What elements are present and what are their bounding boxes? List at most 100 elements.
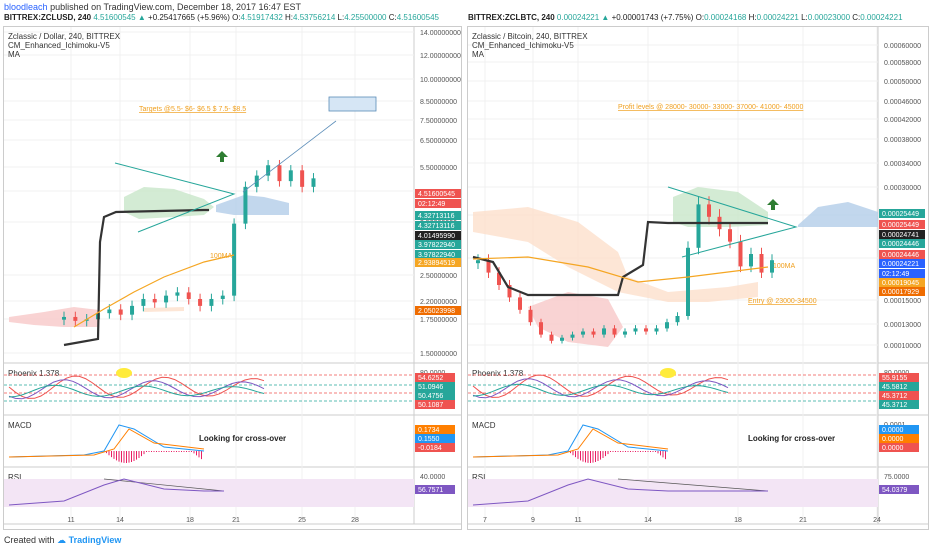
- ma100-label: 100MA: [210, 253, 233, 260]
- tradingview-link[interactable]: TradingView: [68, 535, 122, 545]
- osc1-highlight: [116, 368, 132, 378]
- chart-svg: 14.00000000 12.00000000 10.00000000 8.50000…: [4, 27, 461, 525]
- osc3-title: RSI: [8, 473, 21, 482]
- candle: [644, 325, 648, 335]
- osc1-value: 45.3712: [879, 400, 919, 409]
- chart-panel-zclusd[interactable]: 14.00000000 12.00000000 10.00000000 8.50000…: [3, 26, 462, 530]
- x-tick-label: 28: [351, 517, 359, 524]
- targets-annotation: Profit levels @ 28000- 30000- 33000- 370…: [618, 104, 803, 111]
- osc2-value: 0.1734: [415, 425, 455, 434]
- y-tick-label: 6.50000000: [420, 138, 457, 145]
- candle-body: [300, 170, 305, 187]
- price-label-text: 0.00017929: [882, 289, 919, 296]
- price-label-text: 4.32713116: [418, 223, 455, 230]
- price-label: 4.01495990: [415, 231, 461, 240]
- price-label-text: 4.32713116: [418, 213, 455, 220]
- macd-annotation: Looking for cross-over: [748, 434, 835, 443]
- price-label-bg: [415, 231, 461, 240]
- price-label: 3.97822940: [415, 250, 461, 259]
- candle: [528, 305, 533, 326]
- osc1-value: 54.6252: [415, 373, 455, 382]
- candle-body: [186, 292, 191, 299]
- ticker-symbol: BITTREX:ZCLBTC, 240: [468, 13, 555, 22]
- x-tick-label: 14: [116, 517, 124, 524]
- ichimoku-cloud: [473, 207, 758, 302]
- x-tick-label: 18: [186, 517, 194, 524]
- candle-body: [152, 298, 157, 303]
- osc1-line: [472, 374, 729, 398]
- osc1-value: 45.5812: [879, 382, 919, 391]
- osc2-value-text: -0.0184: [418, 445, 442, 452]
- candle: [738, 234, 743, 273]
- x-tick-label: 9: [531, 517, 535, 524]
- price-label: 0.00024221: [879, 259, 925, 268]
- candle: [665, 318, 669, 332]
- y-tick-label: 10.00000000: [420, 77, 461, 84]
- osc2-value-text: 0.1550: [418, 436, 440, 443]
- price-label-bg: [879, 269, 925, 278]
- price-label: 0.00017929: [879, 287, 925, 296]
- candle-body: [675, 316, 680, 323]
- candle-body: [581, 331, 585, 335]
- candle-body: [770, 260, 774, 273]
- osc1-value-text: 54.6252: [418, 375, 443, 382]
- osc1-value-text: 45.3712: [882, 402, 907, 409]
- osc3-title: RSI: [472, 473, 485, 482]
- osc1-value-bg: [879, 382, 919, 391]
- price-label: 3.97822940: [415, 240, 461, 249]
- candle-body: [73, 316, 78, 321]
- y-tick-label: 7.50000000: [420, 118, 457, 125]
- ticker-change: +0.00001743 (+7.75%): [611, 13, 694, 22]
- chart-panel-zclbtc[interactable]: 0.00060000 0.00058000 0.00050000 0.00046000…: [467, 26, 929, 530]
- osc2-value: 0.0000: [879, 443, 919, 452]
- legend-item: CM_Enhanced_Ichimoku-V5: [8, 41, 110, 50]
- author-link[interactable]: bloodleach: [4, 2, 48, 12]
- candle: [549, 331, 554, 344]
- candle-body: [560, 337, 564, 341]
- candle-body: [612, 328, 617, 335]
- osc1-value: 51.0946: [415, 382, 455, 391]
- osc1-value-bg: [879, 373, 919, 382]
- y-tick-label: 0.00038000: [884, 137, 921, 144]
- x-tick-label: 25: [298, 517, 306, 524]
- osc2-value: 0.1550: [415, 434, 455, 443]
- osc2-value-bg: [879, 443, 919, 452]
- osc2-line: [472, 428, 669, 458]
- y-tick-label: 2.50000000: [420, 273, 457, 280]
- price-label-bg: [879, 209, 925, 218]
- price-label-text: 0.00025449: [882, 211, 919, 218]
- osc1-value-bg: [415, 391, 455, 400]
- breakout-arrow-icon: [767, 199, 779, 210]
- candle-body: [665, 322, 669, 329]
- y-tick-label: 0.00042000: [884, 117, 921, 124]
- candle-body: [707, 204, 711, 217]
- candle-body: [266, 165, 271, 176]
- osc1-value-bg: [415, 373, 455, 382]
- candle: [759, 247, 764, 279]
- rsi-trendline: [103, 478, 225, 492]
- y-tick-label: 0.00060000: [884, 43, 921, 50]
- osc1-line: [472, 383, 729, 397]
- candle: [707, 196, 711, 225]
- osc1-value-bg: [415, 382, 455, 391]
- ticker-line-right: BITTREX:ZCLBTC, 240 0.00024221 ▲ +0.0000…: [468, 13, 903, 22]
- x-tick-label: 11: [67, 517, 74, 524]
- price-label: 0.00025449: [879, 220, 925, 229]
- osc1-title: Phoenix 1.378: [472, 369, 524, 378]
- ticker-open: 0.00024168: [704, 13, 747, 22]
- candle: [476, 254, 480, 270]
- candle-body: [141, 298, 146, 306]
- candle: [696, 196, 701, 255]
- candle: [243, 181, 248, 230]
- price-label-bg: [415, 199, 461, 208]
- candle-body: [311, 178, 316, 187]
- candle-body: [107, 309, 112, 314]
- price-label-text: 2.93894519: [418, 260, 455, 267]
- candle-body: [623, 331, 627, 335]
- candle: [311, 173, 316, 193]
- y-tick-label: 0.00046000: [884, 99, 921, 106]
- y-tick-label: 0.00050000: [884, 79, 921, 86]
- price-label: 4.32713116: [415, 221, 461, 230]
- osc1-value-text: 50.4756: [418, 393, 443, 400]
- osc1-value-text: 50.1087: [418, 402, 443, 409]
